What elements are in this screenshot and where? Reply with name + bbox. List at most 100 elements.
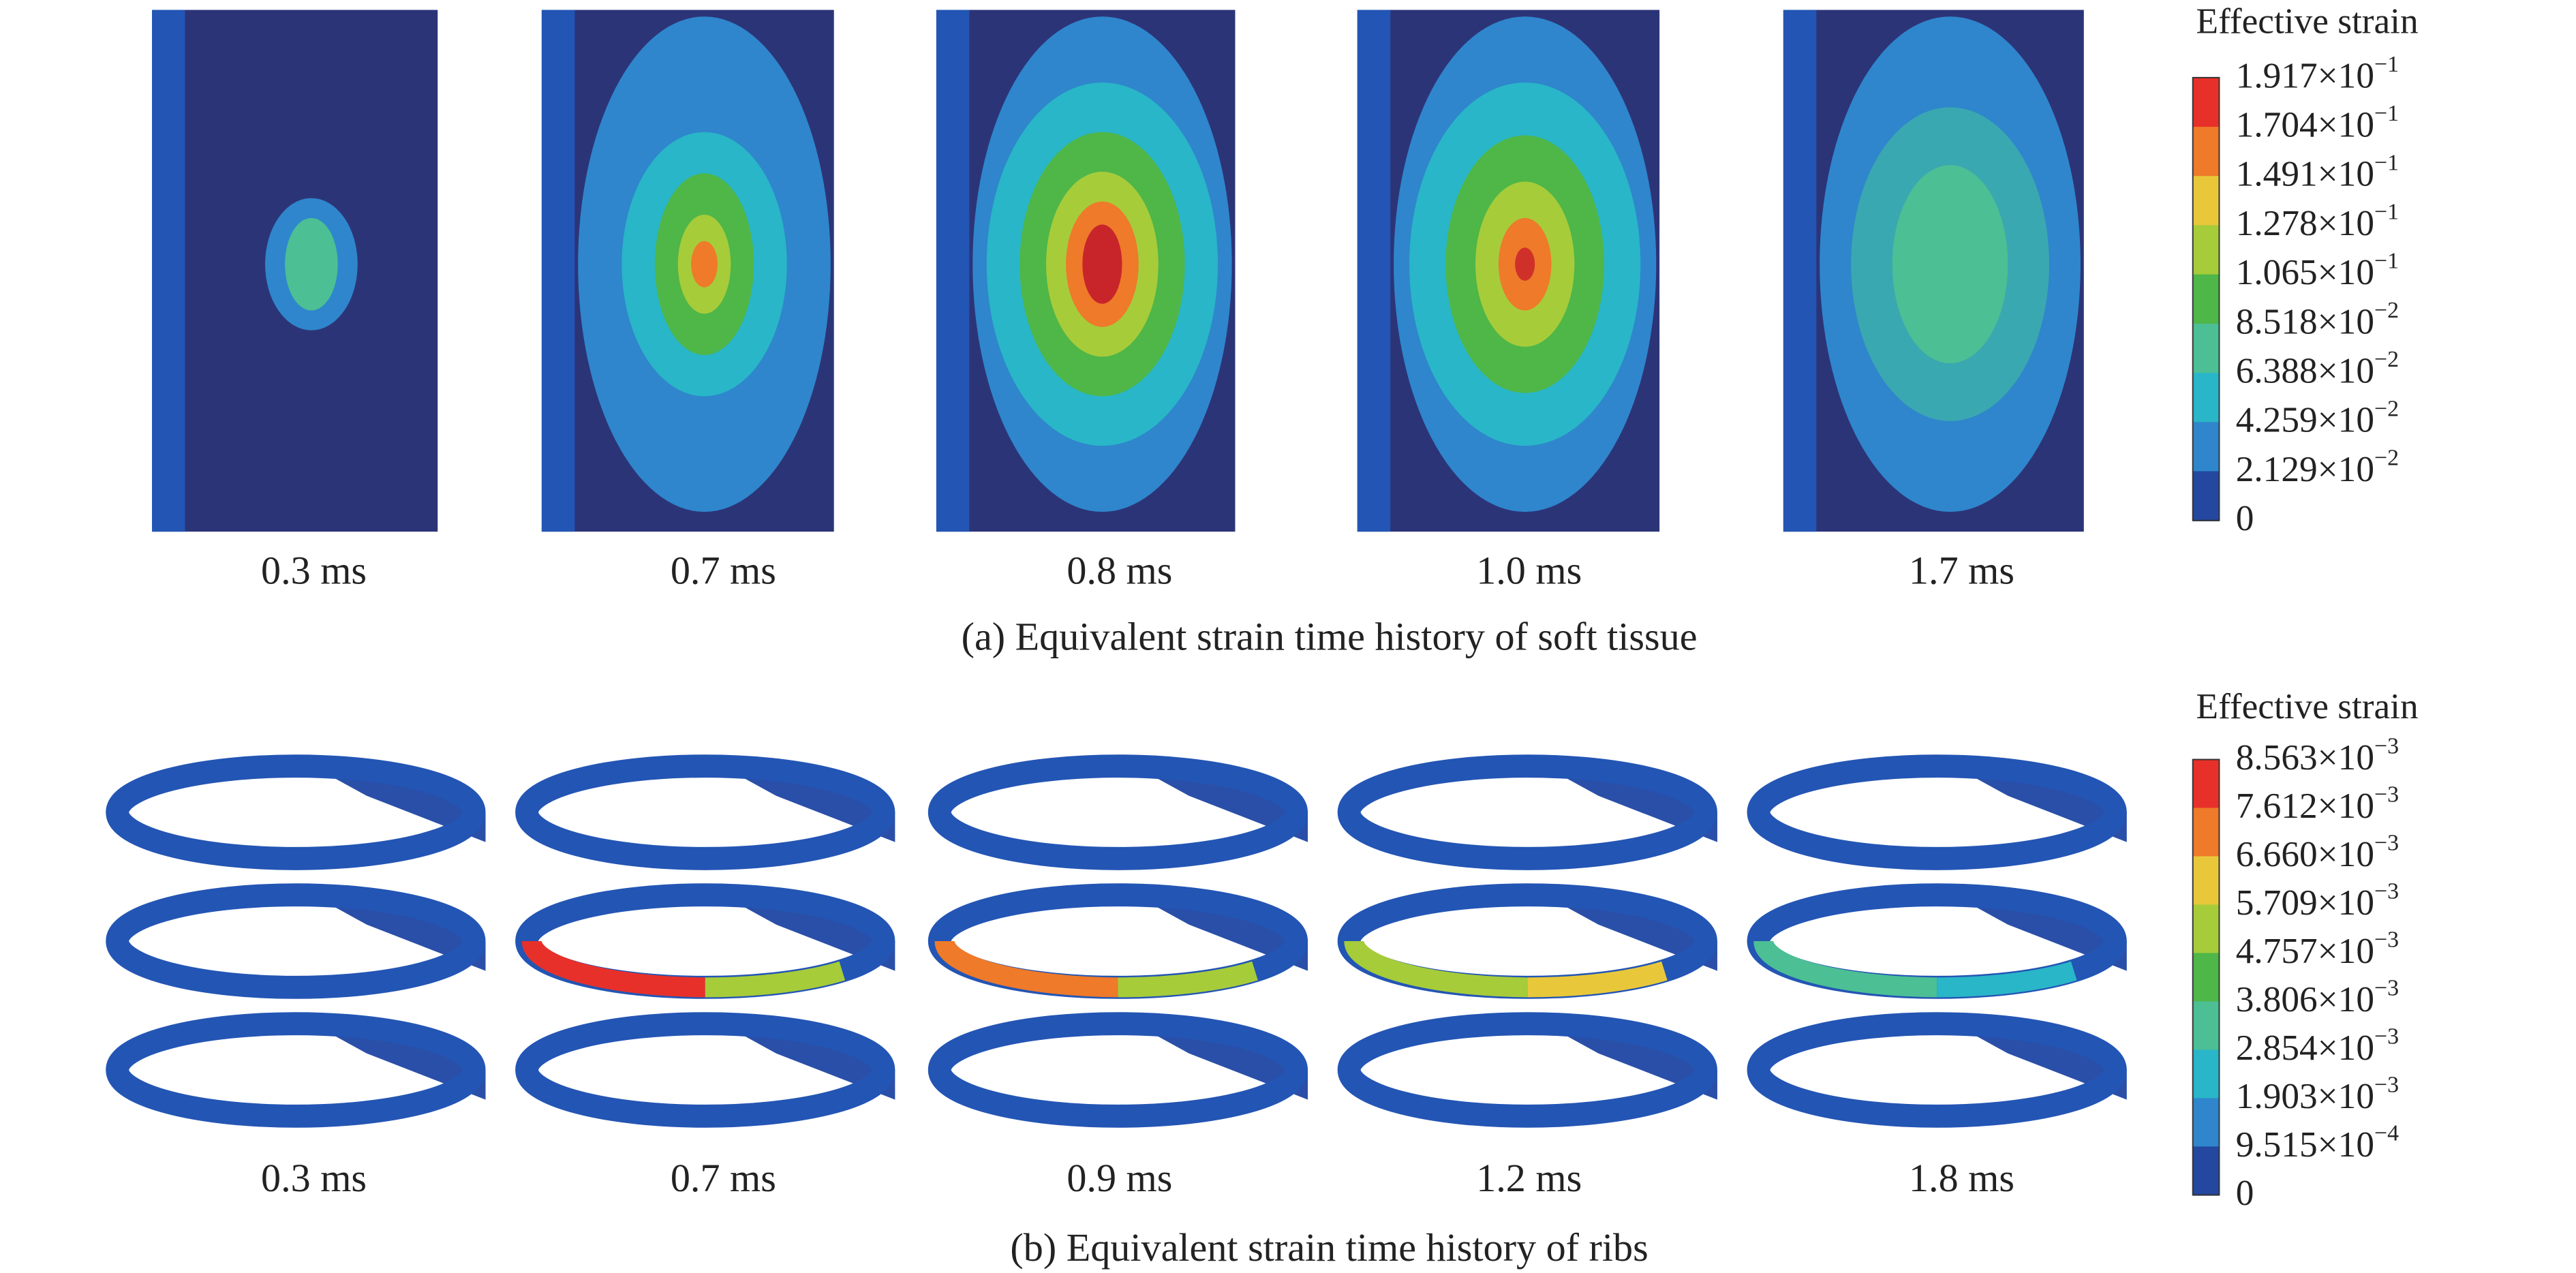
legend-label: 1.065×10−1 — [2236, 248, 2399, 292]
legend-label: 7.612×10−3 — [2236, 782, 2399, 826]
legend-mantissa: 2.129×10 — [2236, 449, 2374, 489]
rib-strain — [705, 961, 846, 998]
time-label: 1.7 ms — [1909, 548, 2014, 592]
legend-exponent: −1 — [2374, 248, 2399, 273]
rib-strain — [1937, 961, 2077, 998]
legend-exponent: −3 — [2374, 927, 2399, 952]
rib-strain — [1527, 961, 1668, 998]
strain-zone — [1515, 247, 1535, 281]
legend-label: 4.259×10−2 — [2236, 396, 2399, 440]
legend-mantissa: 1.065×10 — [2236, 252, 2374, 292]
rib-tab — [301, 888, 486, 971]
colorbar-segment — [2192, 1146, 2220, 1196]
colorbar-segment — [2192, 127, 2220, 177]
legend-mantissa: 8.563×10 — [2236, 737, 2374, 778]
legend-exponent: −1 — [2374, 199, 2399, 224]
rib-tab — [1532, 888, 1717, 971]
rib-tab — [710, 888, 895, 971]
tissue-plate — [1357, 10, 1660, 532]
colorbar-segment — [2192, 323, 2220, 374]
rib-strain — [1344, 940, 1528, 998]
legend-mantissa: 4.259×10 — [2236, 400, 2374, 440]
legend-label: 4.757×10−3 — [2236, 927, 2399, 971]
rib-set — [1337, 754, 1717, 1128]
tissue-plate — [936, 10, 1236, 532]
legend-label: 2.129×10−2 — [2236, 445, 2399, 489]
strain-zone — [691, 241, 718, 288]
legend-label: 8.518×10−2 — [2236, 298, 2399, 342]
legend-label: 1.903×10−3 — [2236, 1072, 2399, 1116]
time-label: 1.8 ms — [1909, 1156, 2014, 1200]
rib-tab — [1942, 759, 2127, 842]
rib-tab — [710, 759, 895, 842]
rib-ring — [106, 1012, 486, 1128]
legend-label: 6.660×10−3 — [2236, 830, 2399, 874]
legend-label: 5.709×10−3 — [2236, 878, 2399, 923]
plate-edge — [1357, 10, 1391, 532]
colorbar-segment — [2192, 422, 2220, 472]
rib-ring — [1747, 754, 2127, 870]
legend-mantissa: 6.660×10 — [2236, 834, 2374, 874]
legend-exponent: −2 — [2374, 396, 2399, 421]
time-label: 0.8 ms — [1067, 548, 1172, 592]
time-label: 0.7 ms — [671, 1156, 776, 1200]
time-label: 0.7 ms — [671, 548, 776, 592]
legend-mantissa: 1.491×10 — [2236, 154, 2374, 194]
legend-label: 3.806×10−3 — [2236, 975, 2399, 1019]
legend-mantissa: 2.854×10 — [2236, 1028, 2374, 1068]
legend-mantissa: 0 — [2236, 1173, 2254, 1213]
colorbar-segment — [2192, 1049, 2220, 1099]
legend-exponent: −2 — [2374, 347, 2399, 372]
colorbar-segment — [2192, 759, 2220, 809]
legend-exponent: −3 — [2374, 782, 2399, 807]
legend-mantissa: 9.515×10 — [2236, 1124, 2374, 1165]
strain-zone — [1892, 165, 2008, 364]
legend-exponent: −3 — [2374, 1072, 2399, 1097]
legend-mantissa: 7.612×10 — [2236, 786, 2374, 826]
tissue-plate — [1783, 10, 2084, 532]
legend-mantissa: 1.917×10 — [2236, 56, 2374, 96]
tissue-plate — [541, 10, 834, 532]
legend-mantissa: 1.278×10 — [2236, 203, 2374, 243]
rib-tab — [1532, 1017, 1717, 1100]
legend-mantissa: 4.757×10 — [2236, 931, 2374, 971]
rib-set — [927, 754, 1308, 1128]
rib-strain — [1753, 940, 1937, 998]
panel-caption: (a) Equivalent strain time history of so… — [962, 614, 1698, 658]
legend-exponent: −1 — [2374, 101, 2399, 126]
legend-exponent: −1 — [2374, 150, 2399, 175]
rib-ring — [106, 883, 486, 999]
colorbar-segment — [2192, 856, 2220, 906]
legend-mantissa: 1.903×10 — [2236, 1076, 2374, 1116]
legend-label: 9.515×10−4 — [2236, 1120, 2399, 1165]
time-label: 1.2 ms — [1476, 1156, 1582, 1200]
legend-exponent: −3 — [2374, 733, 2399, 758]
colorbar-segment — [2192, 808, 2220, 857]
colorbar-segment — [2192, 1098, 2220, 1148]
colorbar-segment — [2192, 904, 2220, 954]
legend-mantissa: 1.704×10 — [2236, 105, 2374, 145]
colorbar-segment — [2192, 77, 2220, 128]
rib-strain — [521, 940, 705, 998]
colorbar-segment — [2192, 471, 2220, 521]
time-label: 0.9 ms — [1067, 1156, 1172, 1200]
legend-label: 1.491×10−1 — [2236, 150, 2399, 194]
rib-tab — [1122, 1017, 1308, 1100]
legend-exponent: −1 — [2374, 52, 2399, 77]
legend-mantissa: 3.806×10 — [2236, 979, 2374, 1019]
legend-exponent: −3 — [2374, 830, 2399, 855]
rib-tab — [301, 1017, 486, 1100]
rib-tab — [1122, 888, 1308, 971]
rib-tab — [1532, 759, 1717, 842]
rib-ring — [1337, 754, 1717, 870]
rib-ring — [106, 754, 486, 870]
plate-edge — [152, 10, 185, 532]
legend-mantissa: 0 — [2236, 498, 2254, 538]
colorbar-segment — [2192, 176, 2220, 226]
colorbar-segment — [2192, 274, 2220, 325]
legend-title: Effective strain — [2196, 1, 2419, 42]
legend-mantissa: 5.709×10 — [2236, 883, 2374, 923]
rib-ring — [515, 1012, 895, 1128]
rib-ring — [1747, 1012, 2127, 1128]
